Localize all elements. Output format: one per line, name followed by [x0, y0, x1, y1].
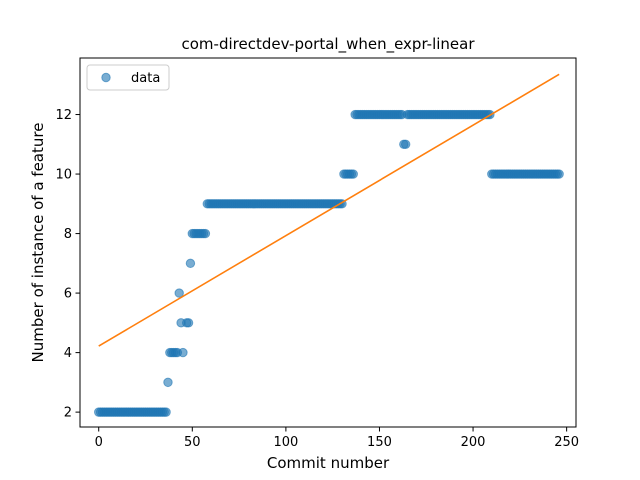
ticks: 0 50 100 150 200 250 2 4 6 8 10 12	[55, 108, 579, 450]
legend-box	[86, 64, 170, 91]
data-point	[185, 258, 196, 269]
plot-area	[94, 73, 564, 417]
x-tick-label: 150	[367, 435, 392, 450]
data-point	[174, 288, 184, 298]
y-tick-label: 2	[64, 406, 72, 421]
data-point	[163, 377, 173, 388]
x-tick-label: 200	[461, 435, 486, 450]
fit-line	[98, 73, 560, 347]
data-point	[161, 407, 171, 417]
y-tick-label: 6	[64, 287, 72, 302]
legend: data	[86, 64, 170, 91]
y-tick-label: 4	[64, 346, 72, 361]
y-tick-label: 12	[55, 108, 72, 123]
x-tick-label: 0	[95, 435, 103, 450]
x-tick-label: 100	[273, 435, 298, 450]
data-point	[400, 139, 411, 149]
y-tick-label: 10	[55, 168, 72, 183]
axes-frame	[79, 57, 577, 428]
data-point	[200, 228, 211, 239]
x-tick-label: 250	[554, 435, 579, 450]
y-tick-label: 8	[64, 227, 72, 242]
data-point	[348, 169, 358, 179]
y-axis-label: Number of instance of a feature	[29, 123, 47, 363]
data-point	[178, 347, 188, 358]
legend-label: data	[131, 71, 160, 86]
data-point	[183, 318, 194, 328]
data-point	[554, 169, 564, 179]
chart-title: com-directdev-portal_when_expr-linear	[182, 35, 476, 54]
legend-marker	[101, 72, 111, 83]
x-axis-label: Commit number	[267, 454, 390, 472]
x-tick-label: 50	[184, 435, 201, 450]
